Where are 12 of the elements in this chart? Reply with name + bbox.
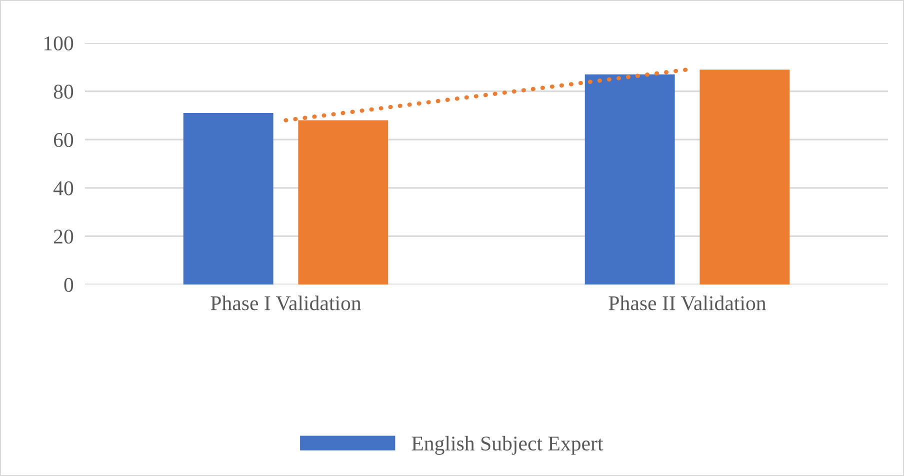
y-tick-label: 40: [53, 181, 74, 196]
legend-label: English Subject Expert: [412, 436, 604, 455]
y-tick-label: 0: [64, 278, 74, 292]
y-tick-label: 80: [54, 84, 74, 99]
y-tick-label: 20: [54, 230, 74, 244]
y-tick-label: 100: [44, 36, 74, 50]
bar: [183, 113, 274, 284]
bar: [700, 70, 790, 284]
y-tick-label: 60: [54, 132, 74, 148]
x-tick-label: Phase II Validation: [608, 296, 766, 310]
x-tick-label: Phase I Validation: [210, 296, 362, 310]
bar: [584, 74, 675, 284]
